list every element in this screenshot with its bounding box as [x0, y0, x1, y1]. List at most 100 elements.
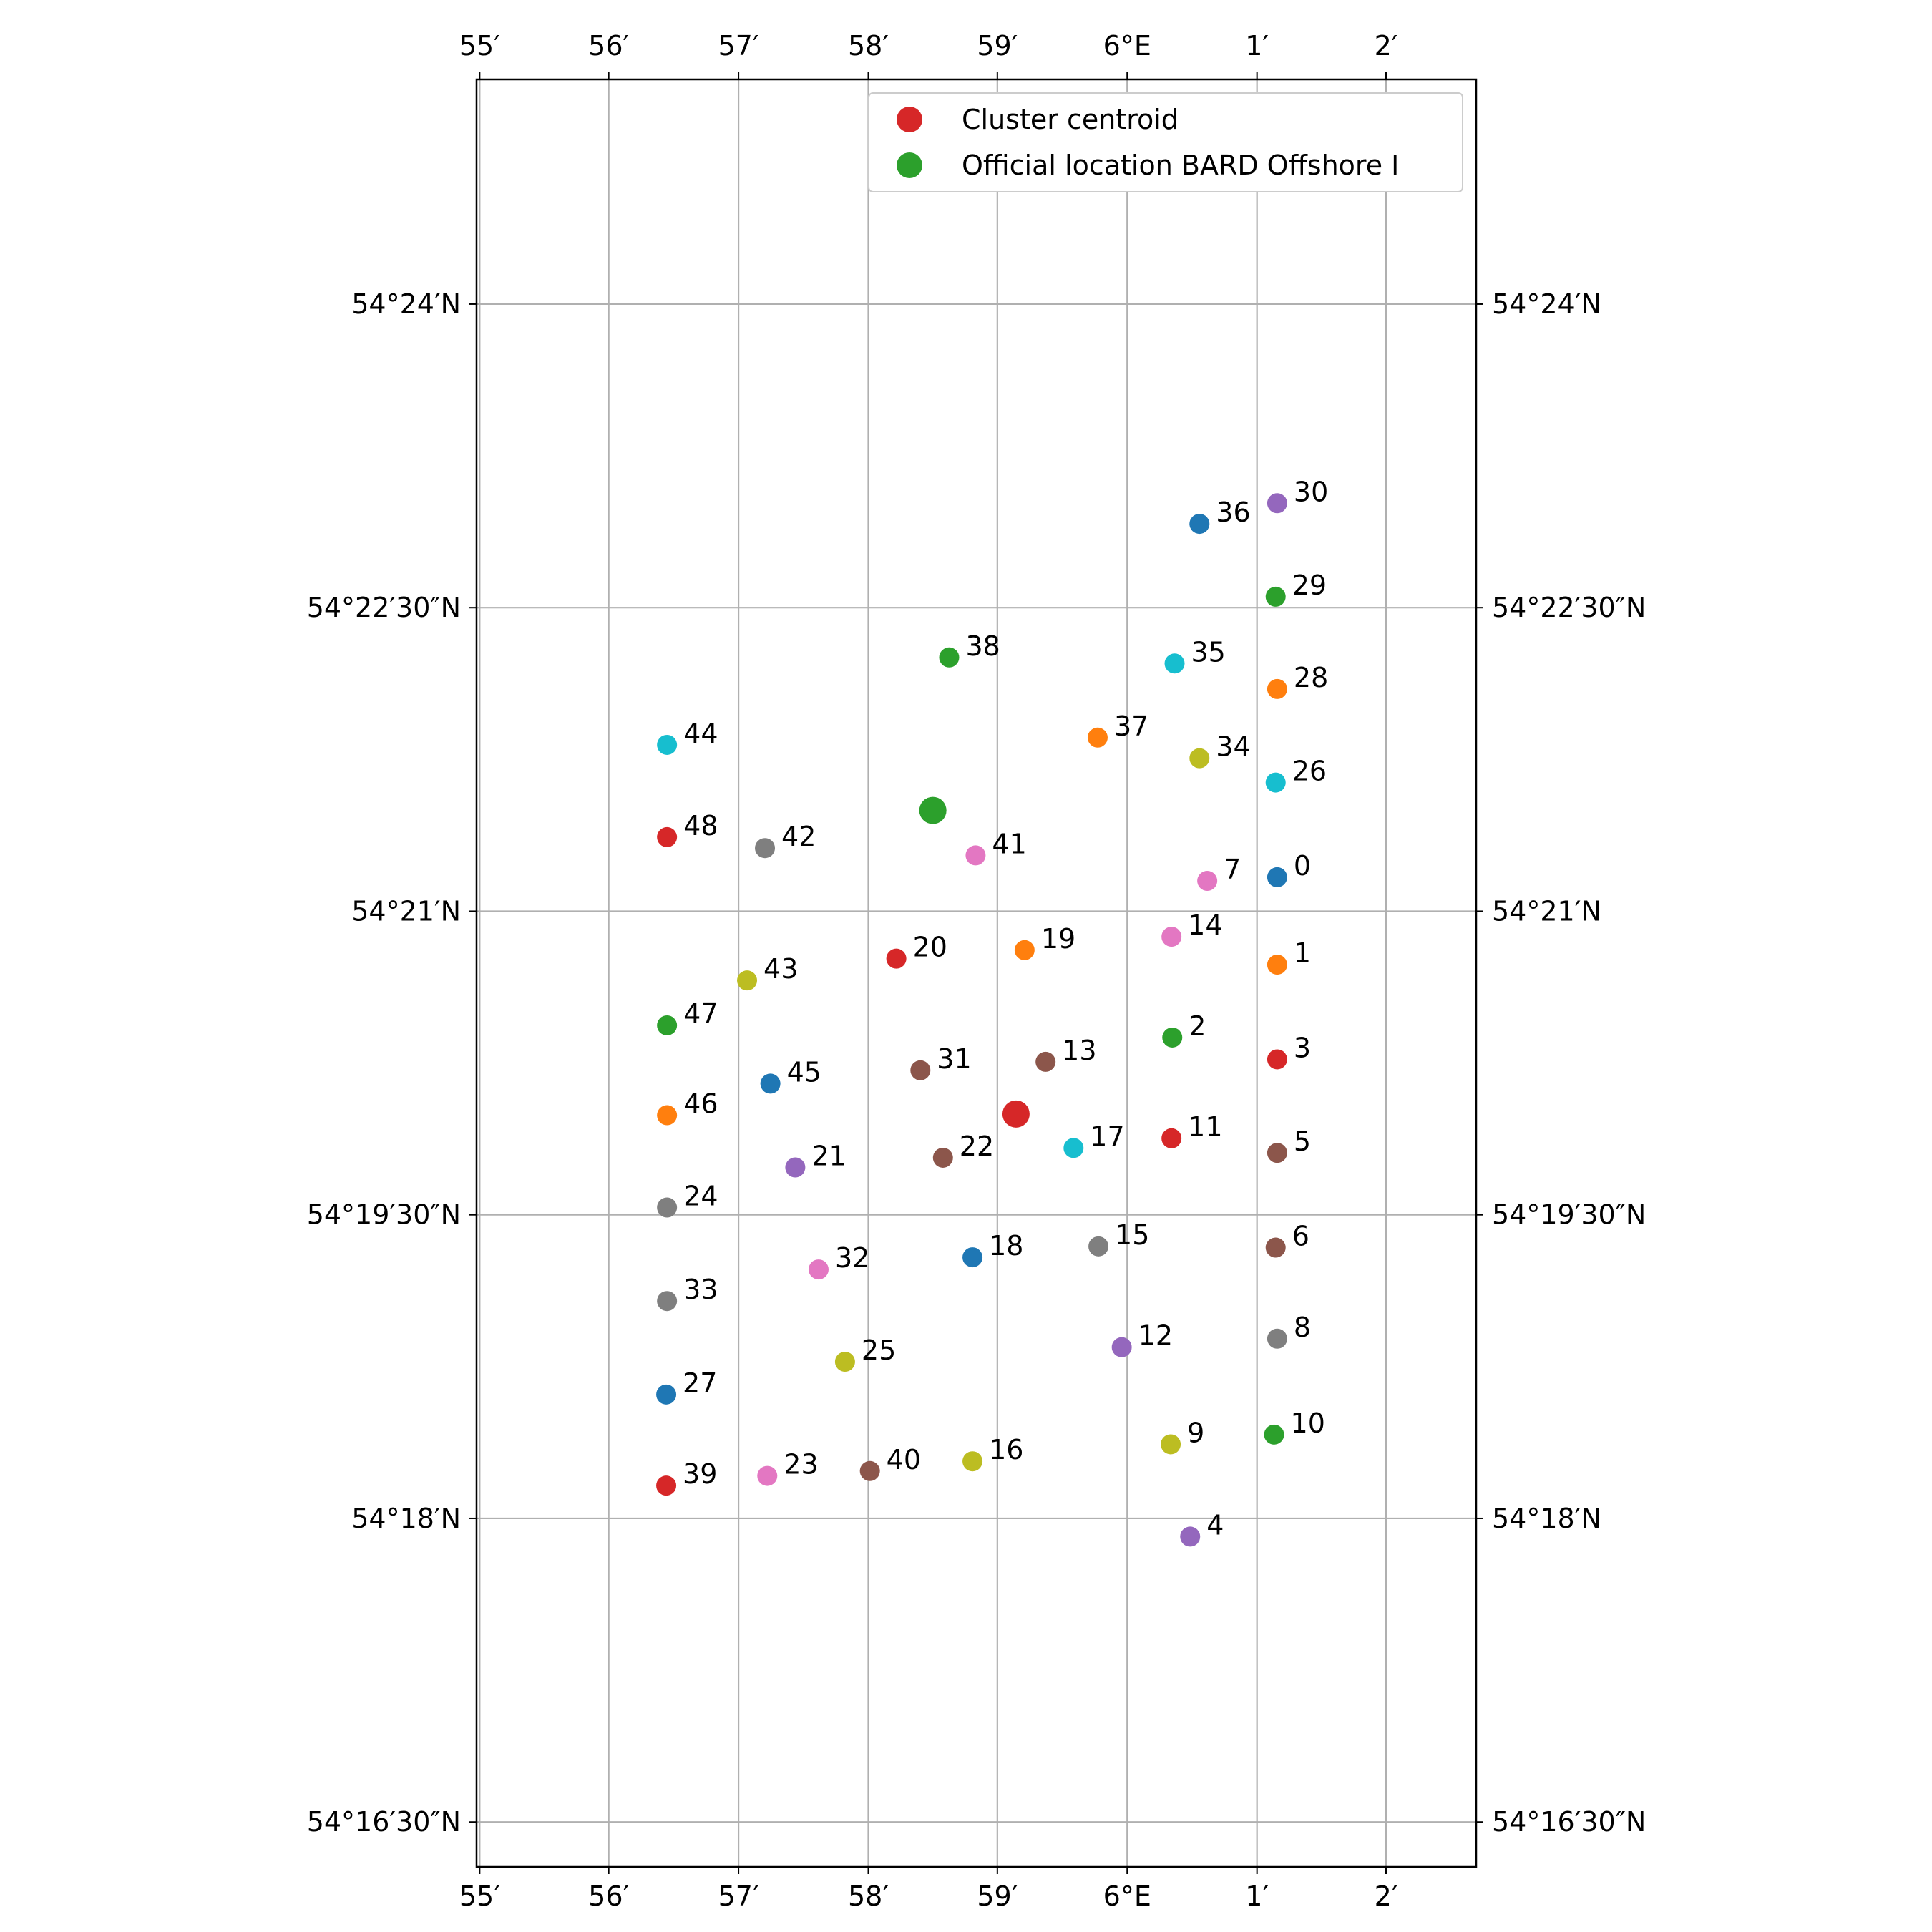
- turbine-label-15: 15: [1115, 1219, 1149, 1251]
- turbine-point-47: [657, 1015, 678, 1035]
- turbine-label-37: 37: [1114, 711, 1148, 742]
- x-tick-label-bottom: 1′: [1245, 1880, 1269, 1912]
- turbine-point-11: [1161, 1128, 1182, 1148]
- official-location-point: [919, 796, 947, 824]
- turbine-point-13: [1035, 1051, 1056, 1072]
- grid-lines: [477, 79, 1476, 1867]
- turbine-label-41: 41: [992, 828, 1026, 859]
- legend-label-official-location: Official location BARD Offshore I: [962, 150, 1399, 181]
- turbine-label-19: 19: [1041, 923, 1075, 955]
- y-tick-label-right: 54°19′30″N: [1492, 1199, 1646, 1231]
- turbine-point-22: [932, 1147, 953, 1168]
- x-tick-label-top: 57′: [718, 30, 759, 62]
- turbine-label-4: 4: [1206, 1509, 1224, 1541]
- y-tick-label-right: 54°18′N: [1492, 1503, 1601, 1534]
- turbine-label-28: 28: [1294, 662, 1328, 693]
- turbine-point-24: [657, 1197, 678, 1218]
- turbine-point-17: [1063, 1138, 1084, 1158]
- x-tick-label-top: 6°E: [1103, 30, 1151, 62]
- y-tick-label-right: 54°24′N: [1492, 288, 1601, 320]
- x-tick-label-top: 1′: [1245, 30, 1269, 62]
- turbine-point-23: [757, 1465, 778, 1486]
- turbine-point-12: [1111, 1337, 1132, 1357]
- x-tick-label-bottom: 6°E: [1103, 1880, 1151, 1912]
- turbine-label-24: 24: [683, 1181, 718, 1212]
- turbine-point-8: [1267, 1328, 1287, 1349]
- turbine-label-10: 10: [1291, 1407, 1325, 1439]
- x-tick-label-top: 55′: [459, 30, 500, 62]
- turbine-label-26: 26: [1292, 756, 1327, 787]
- turbine-label-17: 17: [1090, 1121, 1124, 1152]
- y-tick-label-right: 54°21′N: [1492, 895, 1601, 927]
- turbine-label-22: 22: [960, 1131, 994, 1162]
- turbine-label-48: 48: [683, 810, 718, 841]
- turbine-label-5: 5: [1294, 1126, 1311, 1157]
- turbine-point-42: [755, 838, 776, 859]
- turbine-point-34: [1189, 748, 1210, 769]
- turbine-label-2: 2: [1189, 1010, 1206, 1042]
- turbine-point-26: [1265, 772, 1286, 793]
- turbine-label-42: 42: [781, 821, 816, 852]
- turbine-label-13: 13: [1062, 1035, 1096, 1066]
- turbine-label-3: 3: [1294, 1032, 1311, 1063]
- turbine-point-4: [1180, 1526, 1201, 1547]
- turbine-point-9: [1161, 1434, 1181, 1455]
- x-tick-label-top: 59′: [977, 30, 1018, 62]
- legend: Cluster centroid Official location BARD …: [868, 92, 1463, 192]
- turbine-point-44: [657, 734, 678, 755]
- x-tick-label-top: 56′: [588, 30, 629, 62]
- turbine-label-1: 1: [1294, 937, 1311, 969]
- turbine-label-43: 43: [763, 953, 798, 985]
- turbine-label-23: 23: [784, 1449, 818, 1480]
- y-tick-label-left: 54°19′30″N: [307, 1199, 461, 1231]
- x-tick-label-bottom: 55′: [459, 1880, 500, 1912]
- turbine-label-40: 40: [887, 1444, 921, 1475]
- turbine-point-35: [1164, 653, 1185, 674]
- turbine-label-35: 35: [1191, 636, 1226, 668]
- legend-marker-centroid: [897, 107, 922, 132]
- turbine-label-7: 7: [1224, 854, 1241, 885]
- turbine-label-36: 36: [1216, 497, 1250, 528]
- turbine-point-6: [1265, 1237, 1286, 1258]
- legend-label-centroid: Cluster centroid: [962, 104, 1179, 135]
- turbine-label-8: 8: [1294, 1312, 1311, 1343]
- y-tick-label-left: 54°21′N: [351, 895, 461, 927]
- turbine-label-45: 45: [787, 1056, 821, 1088]
- y-tick-label-left: 54°18′N: [351, 1503, 461, 1534]
- y-tick-label-right: 54°22′30″N: [1492, 592, 1646, 623]
- legend-marker-official-location: [897, 152, 922, 178]
- turbine-label-12: 12: [1138, 1320, 1173, 1352]
- turbine-point-33: [657, 1291, 678, 1312]
- turbine-label-16: 16: [989, 1434, 1023, 1465]
- y-tick-label-left: 54°22′30″N: [307, 592, 461, 623]
- turbine-label-29: 29: [1292, 570, 1327, 601]
- turbine-point-29: [1265, 586, 1286, 607]
- turbine-point-5: [1267, 1143, 1287, 1163]
- turbine-point-48: [657, 826, 678, 847]
- plot-frame: [475, 78, 1478, 1868]
- turbine-point-25: [834, 1352, 855, 1372]
- x-tick-label-bottom: 57′: [718, 1880, 759, 1912]
- turbine-label-34: 34: [1216, 731, 1250, 763]
- turbine-label-20: 20: [913, 932, 947, 963]
- x-tick-label-bottom: 2′: [1375, 1880, 1398, 1912]
- turbine-label-32: 32: [835, 1242, 869, 1274]
- turbine-point-39: [656, 1475, 677, 1496]
- y-tick-label-right: 54°16′30″N: [1492, 1806, 1646, 1838]
- turbine-label-14: 14: [1188, 909, 1222, 941]
- turbine-label-33: 33: [683, 1274, 718, 1305]
- turbine-point-19: [1014, 940, 1035, 960]
- turbine-point-46: [657, 1105, 678, 1126]
- turbine-label-39: 39: [683, 1458, 717, 1490]
- turbine-label-44: 44: [683, 718, 718, 749]
- turbine-point-2: [1162, 1027, 1183, 1048]
- turbine-point-16: [962, 1451, 983, 1472]
- x-tick-label-bottom: 56′: [588, 1880, 629, 1912]
- turbine-point-32: [808, 1259, 829, 1280]
- x-tick-label-bottom: 58′: [848, 1880, 889, 1912]
- turbine-point-21: [785, 1157, 806, 1178]
- y-tick-label-left: 54°24′N: [351, 288, 461, 320]
- turbine-label-11: 11: [1188, 1111, 1222, 1143]
- x-tick-label-top: 58′: [848, 30, 889, 62]
